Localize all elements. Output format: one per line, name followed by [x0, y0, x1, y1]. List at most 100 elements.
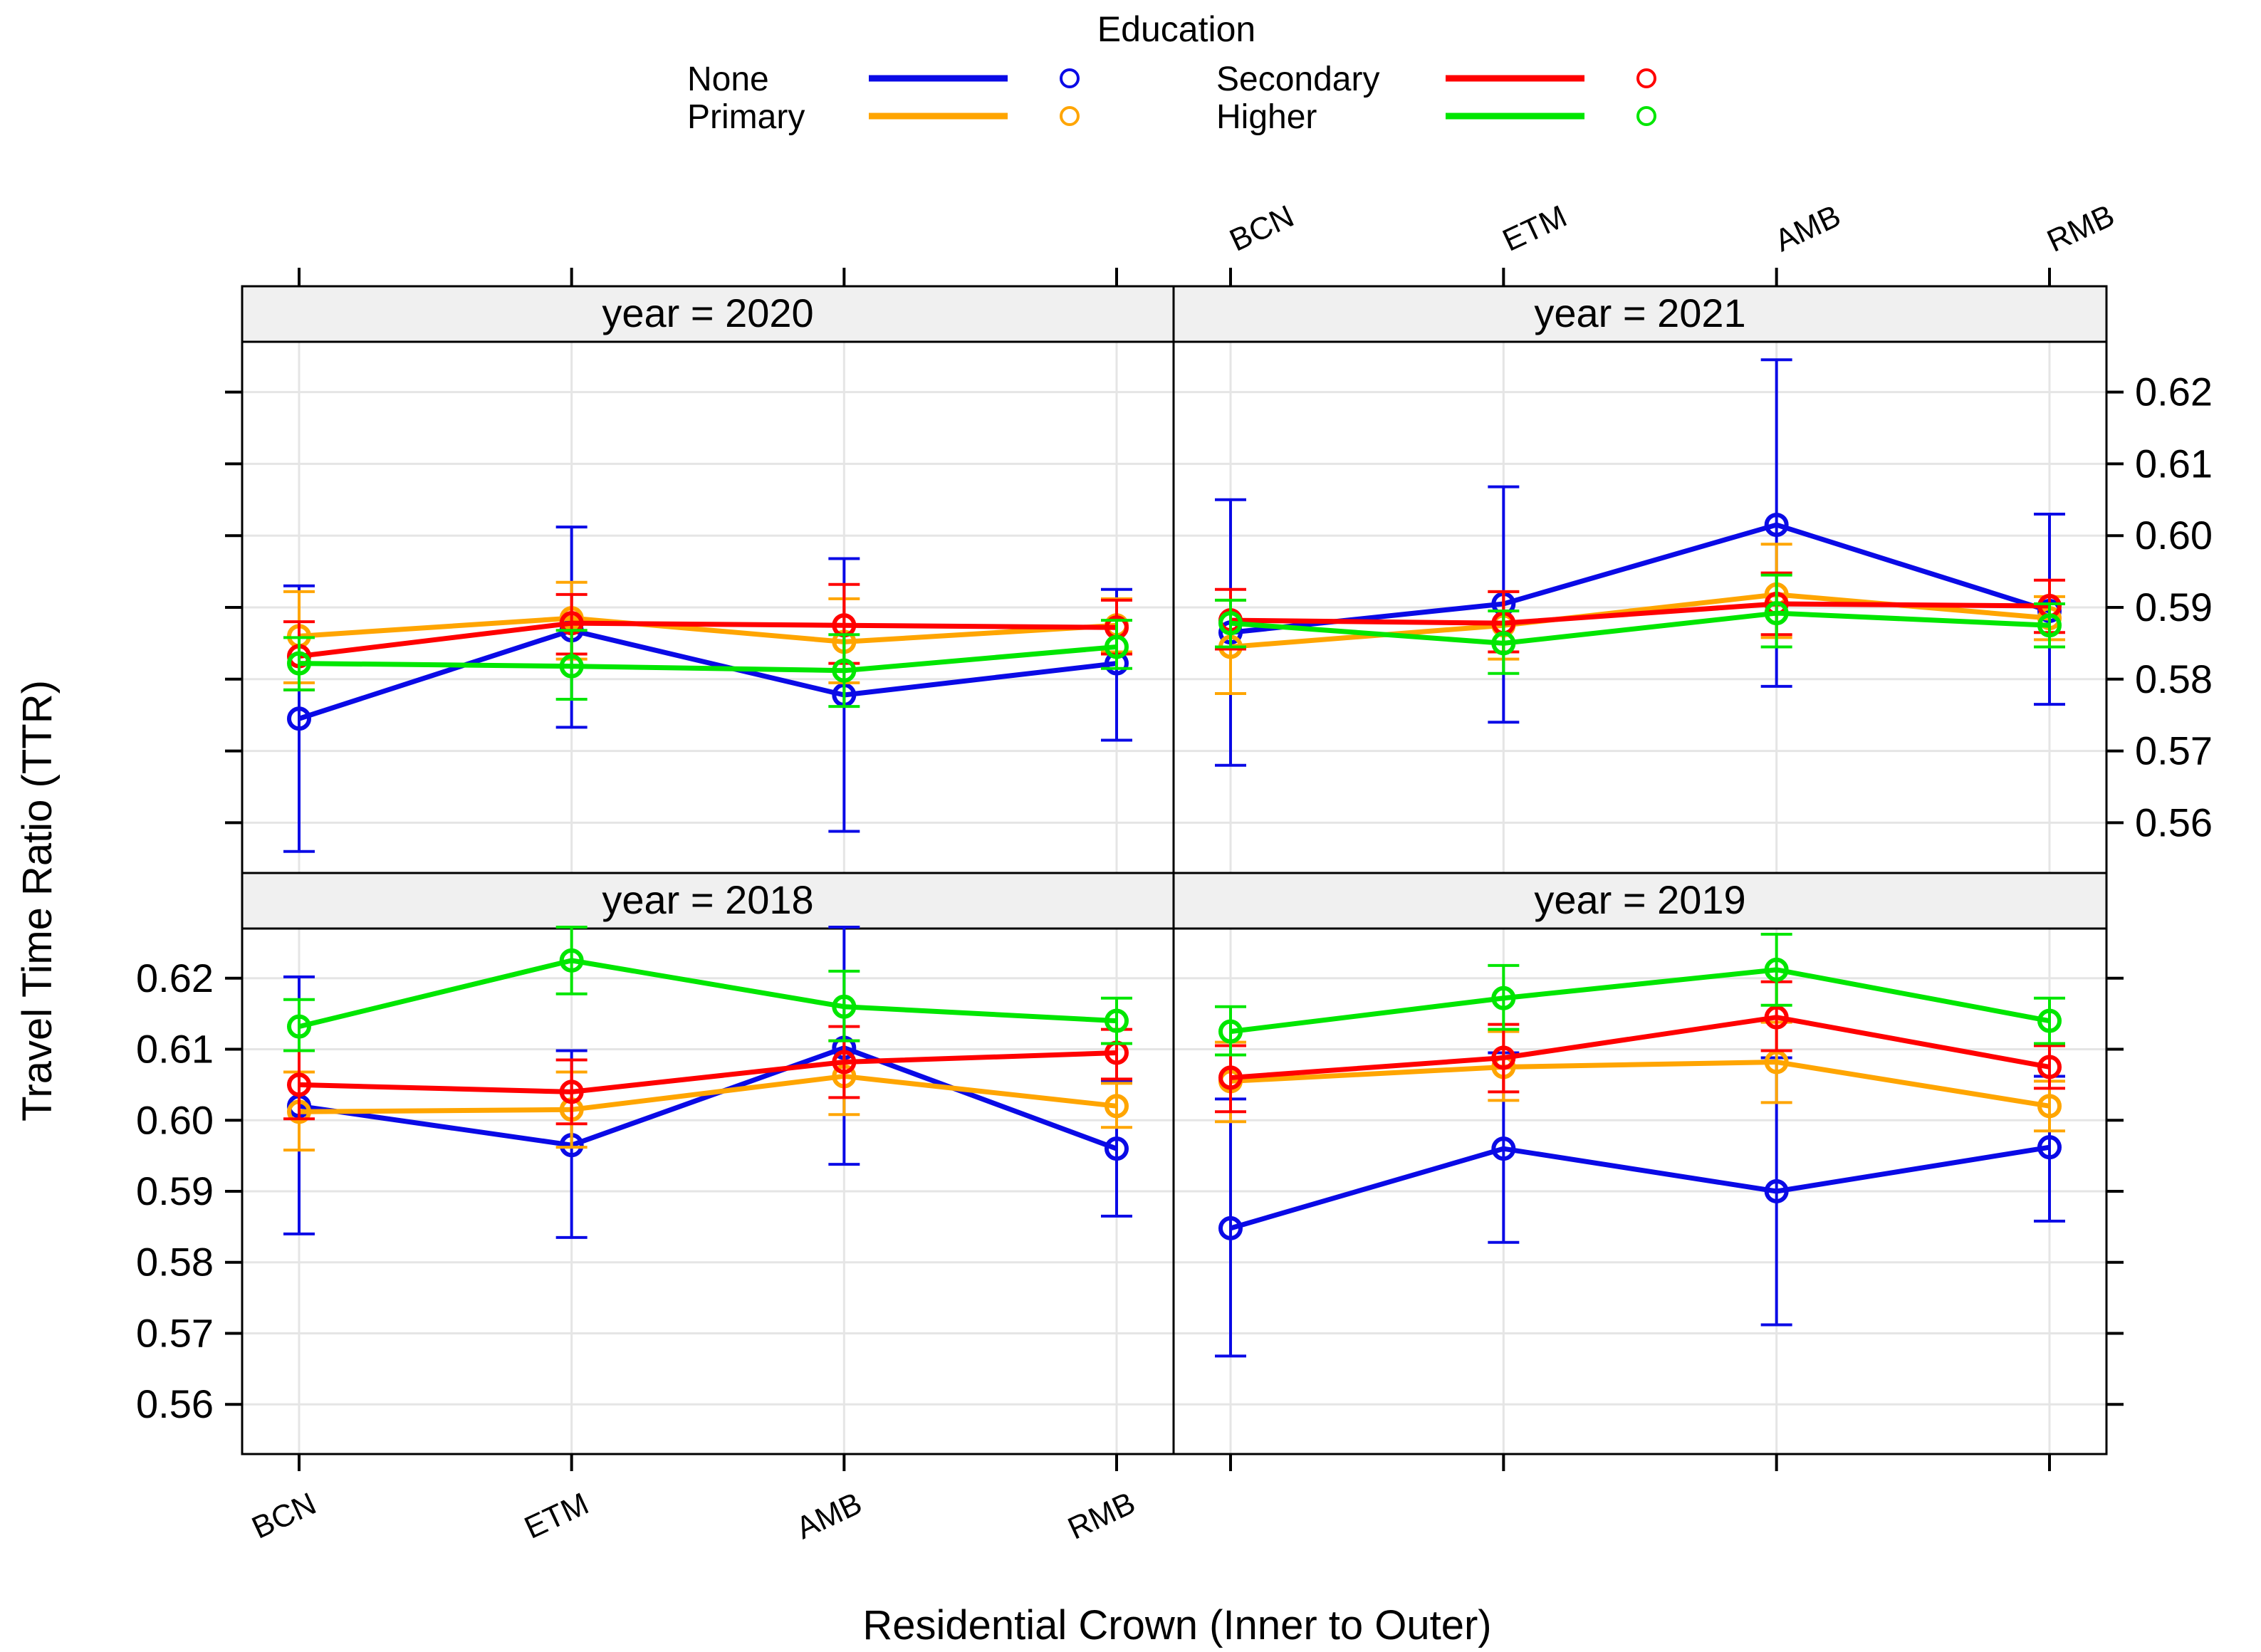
strip-label: year = 2019: [1534, 877, 1745, 922]
legend-marker: [1060, 106, 1080, 126]
series-line: [1230, 610, 2050, 646]
series-higher: [1215, 932, 2065, 1057]
data-point: [1105, 1094, 1129, 1119]
y-tick-label: 0.61: [136, 1027, 214, 1072]
legend-title: Education: [1097, 9, 1255, 49]
y-tick-label: 0.61: [2135, 441, 2213, 486]
x-tick-label: ETM: [1498, 199, 1572, 258]
data-point: [1491, 986, 1516, 1010]
y-axis-label: Travel Time Ratio (TTR): [14, 680, 61, 1122]
series-line: [298, 958, 1117, 1030]
series-none: [1215, 358, 2065, 767]
data-point: [1491, 1045, 1516, 1070]
data-point: [1764, 1179, 1789, 1203]
data-point: [559, 654, 584, 679]
y-tick-label: 0.62: [136, 956, 214, 1000]
data-point: [1764, 1005, 1789, 1030]
x-tick-label: ETM: [519, 1486, 594, 1546]
series-line: [298, 644, 1117, 674]
panel-4: year = 2019: [1172, 872, 2108, 1454]
series-line: [298, 620, 1117, 659]
series-line: [298, 1045, 1118, 1151]
series-none: [1215, 1051, 2065, 1358]
panel-3: year = 2018: [241, 872, 1175, 1454]
legend-entry-secondary: Secondary: [1216, 61, 1656, 98]
series-higher: [283, 926, 1132, 1052]
legend-marker: [1636, 68, 1656, 88]
y-tick-label: 0.60: [2135, 513, 2213, 558]
data-point: [1218, 1065, 1243, 1090]
legend-label: Secondary: [1216, 61, 1379, 98]
series-line: [298, 627, 1117, 721]
series-none: [283, 526, 1132, 853]
data-point: [559, 1079, 584, 1104]
data-point: [2037, 1135, 2062, 1160]
legend-entry-none: None: [687, 61, 1080, 98]
legend-label: Primary: [687, 98, 805, 136]
series-line: [1230, 522, 2051, 635]
panel-1: year = 2020: [241, 285, 1175, 873]
data-point: [1218, 1019, 1243, 1044]
legend-entry-primary: Primary: [687, 98, 1080, 136]
x-tick-label: AMB: [791, 1486, 867, 1547]
y-tick-label: 0.57: [136, 1310, 214, 1355]
data-point: [1764, 601, 1789, 626]
data-point: [1105, 1008, 1129, 1033]
data-point: [2037, 1008, 2062, 1033]
data-point: [1218, 1216, 1243, 1240]
x-tick-label: RMB: [2042, 198, 2119, 259]
strip-background: [1172, 285, 2108, 343]
data-point: [1218, 611, 1243, 636]
strip-label: year = 2018: [602, 877, 813, 922]
data-point: [287, 706, 311, 731]
y-tick-label: 0.56: [2135, 800, 2213, 845]
x-tick-label: AMB: [1770, 199, 1846, 259]
data-point: [832, 658, 857, 683]
series-higher: [283, 619, 1132, 709]
legend-marker: [1636, 106, 1656, 126]
series-line: [1230, 1059, 2050, 1109]
plot-area: year = 2020 year = 2021 year = 2018 year = …: [241, 285, 2108, 1455]
data-point: [832, 994, 857, 1019]
data-point: [1491, 631, 1516, 656]
legend-label: None: [687, 61, 769, 98]
data-point: [1105, 634, 1129, 659]
y-tick-label: 0.57: [2135, 728, 2213, 773]
series-secondary: [1215, 980, 2065, 1114]
strip-background: [241, 872, 1175, 930]
series-line: [298, 615, 1117, 644]
series-line: [298, 1073, 1117, 1114]
data-point: [832, 1050, 857, 1075]
series-line: [1230, 1144, 2050, 1231]
y-tick-label: 0.56: [136, 1381, 214, 1426]
data-point: [1491, 1136, 1516, 1161]
strip-label: year = 2020: [602, 291, 813, 335]
series-line: [1230, 1015, 2050, 1080]
data-point: [1764, 513, 1789, 538]
y-tick-label: 0.60: [136, 1097, 214, 1142]
data-point: [2037, 1094, 2062, 1119]
series-line: [298, 1050, 1117, 1094]
y-tick-label: 0.59: [2135, 585, 2213, 629]
y-tick-label: 0.59: [136, 1169, 214, 1213]
data-point: [559, 948, 584, 973]
data-point: [287, 1014, 311, 1039]
y-tick-label: 0.58: [2135, 657, 2213, 701]
series-line: [1230, 967, 2050, 1035]
series-line: [1230, 601, 2050, 626]
x-tick-label: BCN: [246, 1486, 321, 1546]
x-axis-label: Residential Crown (Inner to Outer): [862, 1602, 1491, 1648]
legend-marker: [1060, 68, 1080, 88]
x-tick-label: RMB: [1062, 1485, 1140, 1547]
panel-2: year = 2021: [1172, 285, 2108, 873]
legend-label: Higher: [1216, 98, 1317, 136]
data-point: [2037, 613, 2062, 638]
data-point: [1105, 1136, 1129, 1161]
data-point: [287, 1072, 311, 1097]
series-higher: [1215, 573, 2065, 675]
legend-entry-higher: Higher: [1216, 98, 1656, 136]
x-tick-label: BCN: [1224, 199, 1299, 258]
y-tick-label: 0.62: [2135, 370, 2213, 414]
data-point: [1764, 957, 1789, 982]
